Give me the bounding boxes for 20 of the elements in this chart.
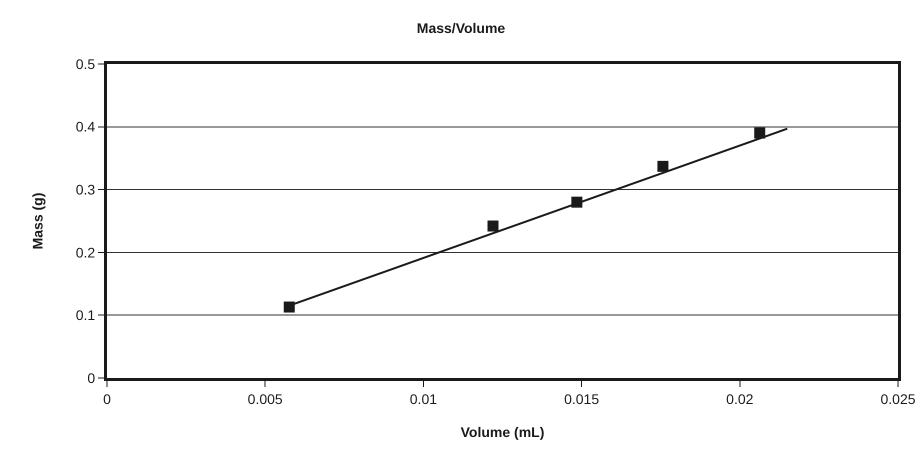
- y-tick-label: 0.1: [76, 307, 96, 324]
- x-tick-label: 0.025: [880, 390, 916, 407]
- point: [488, 220, 499, 232]
- y-tick-label: 0.4: [76, 118, 96, 135]
- y-tick-label: 0.5: [76, 56, 96, 72]
- point: [657, 160, 668, 172]
- x-tick-label: 0: [103, 390, 112, 407]
- x-tick-label: 0.015: [564, 390, 600, 407]
- x-axis-title: Volume (mL): [460, 424, 544, 440]
- point: [754, 128, 766, 139]
- y-tick-label: 0: [87, 370, 96, 386]
- y-tick-label: 0.2: [76, 244, 96, 260]
- y-tick-label: 0.3: [76, 182, 96, 198]
- point: [284, 302, 295, 313]
- chart-title: Mass/Volume: [416, 20, 506, 36]
- y-axis-title: Mass (g): [29, 192, 46, 250]
- point: [571, 196, 582, 208]
- x-tick-label: 0.01: [410, 390, 438, 407]
- x-tick-label: 0.005: [248, 390, 283, 407]
- x-tick-label: 0.02: [726, 390, 754, 407]
